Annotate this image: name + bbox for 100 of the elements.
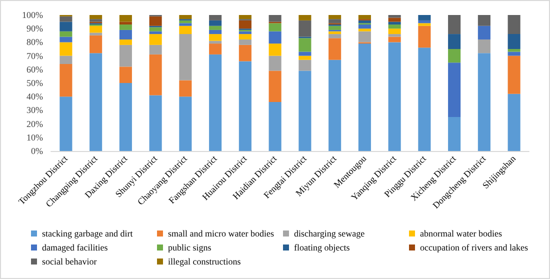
bar	[209, 15, 222, 20]
bar	[179, 23, 192, 26]
bar	[209, 40, 222, 44]
bar	[60, 31, 72, 37]
bar	[209, 20, 222, 26]
y-tick-label: 40%	[26, 92, 44, 102]
y-tick-label: 30%	[26, 105, 44, 116]
legend-label: small and micro water bodies	[168, 228, 274, 238]
bar	[298, 70, 312, 151]
bar	[448, 62, 461, 117]
bar	[508, 56, 520, 94]
bar	[508, 15, 520, 34]
bar	[268, 56, 282, 71]
bar	[388, 28, 401, 34]
bar	[149, 31, 162, 34]
bar	[60, 64, 72, 97]
y-tick-label: 0%	[31, 146, 44, 156]
y-tick-label: 50%	[26, 78, 44, 88]
bar	[448, 15, 461, 34]
bar	[328, 15, 342, 20]
bar	[448, 34, 461, 49]
legend-label: public signs	[168, 242, 212, 252]
bar	[448, 117, 461, 151]
bar	[298, 20, 312, 37]
bar	[149, 44, 162, 54]
y-tick-label: 90%	[26, 24, 44, 34]
bar	[60, 56, 72, 64]
bar	[149, 95, 162, 151]
y-tick-label: 100%	[22, 10, 44, 20]
legend-label: social behavior	[42, 256, 97, 266]
bar	[358, 20, 371, 24]
bar	[209, 34, 222, 41]
bar	[358, 31, 371, 42]
bar	[418, 20, 431, 24]
legend-label: illegal constructions	[168, 256, 242, 266]
legend-label: abnormal water bodies	[420, 228, 502, 238]
bar	[388, 34, 401, 37]
bar	[209, 30, 222, 34]
bar	[179, 34, 192, 80]
bar	[268, 15, 282, 22]
y-tick-label: 70%	[26, 50, 44, 61]
bar	[388, 22, 401, 25]
bar	[508, 94, 520, 151]
bar	[60, 36, 72, 42]
bar	[328, 34, 342, 38]
bar	[119, 22, 132, 25]
bar	[209, 26, 222, 30]
bar	[388, 36, 401, 42]
bar	[358, 28, 371, 32]
bar	[238, 44, 252, 62]
bar	[298, 15, 312, 20]
bar	[388, 18, 401, 22]
bar	[388, 24, 401, 29]
legend-label: discharging sewage	[294, 228, 365, 238]
bar	[119, 83, 132, 151]
bar	[298, 52, 312, 56]
bar	[90, 35, 102, 54]
bar	[60, 22, 72, 32]
bar	[388, 15, 401, 18]
bar	[358, 15, 371, 20]
bar	[149, 27, 162, 32]
y-tick-label: 20%	[26, 118, 44, 129]
y-tick-label: 80%	[26, 37, 44, 48]
bar	[60, 16, 72, 22]
bar	[60, 96, 72, 151]
bar	[209, 44, 222, 54]
bar	[328, 38, 342, 60]
bar	[119, 24, 132, 30]
bar	[298, 38, 312, 52]
bar	[478, 26, 490, 40]
bar	[238, 34, 252, 40]
bar	[60, 42, 72, 56]
bar	[508, 52, 520, 56]
bar	[328, 19, 342, 24]
bar	[328, 31, 342, 34]
legend-label: stacking garbage and dirt	[42, 228, 134, 238]
legend-label: occupation of rivers and lakes	[420, 242, 528, 252]
bar	[268, 102, 282, 151]
bar	[478, 53, 490, 151]
bar	[478, 15, 490, 26]
bar	[268, 31, 282, 44]
bar	[358, 24, 371, 29]
bar	[328, 26, 342, 30]
bar	[90, 32, 102, 36]
bar	[209, 54, 222, 151]
bar	[418, 48, 431, 151]
bar	[90, 26, 102, 33]
bar	[418, 15, 431, 20]
bar	[179, 15, 192, 20]
legend-label: damaged facilities	[42, 242, 108, 252]
bar	[508, 34, 520, 49]
bar	[149, 34, 162, 45]
bar	[508, 49, 520, 52]
bar	[119, 39, 132, 45]
bar	[268, 70, 282, 102]
bar	[298, 60, 312, 71]
bar	[238, 39, 252, 45]
bar	[268, 23, 282, 32]
bar	[388, 42, 401, 151]
bar	[268, 44, 282, 56]
